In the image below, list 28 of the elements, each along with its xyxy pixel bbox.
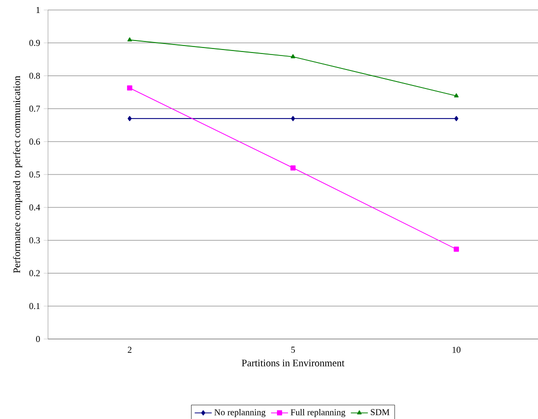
point xyxy=(127,85,132,91)
point xyxy=(290,165,296,171)
point xyxy=(454,93,459,98)
x-tick-label: 5 xyxy=(291,346,295,353)
y-tick-label: 0.1 xyxy=(29,303,40,310)
point xyxy=(127,37,132,42)
y-tick-label: 0.5 xyxy=(29,171,40,178)
y-tick-label: 0 xyxy=(36,336,40,342)
legend-label: SDM xyxy=(370,409,390,416)
y-tick-label: 1 xyxy=(36,7,40,13)
point xyxy=(290,54,296,58)
y-tick-label: 0.4 xyxy=(29,204,40,210)
x-axis-title: Partitions in Environment xyxy=(242,360,344,366)
point xyxy=(128,116,132,122)
y-tick-label: 0.3 xyxy=(29,237,40,244)
y-tick-label: 0.8 xyxy=(29,72,40,79)
y-tick-label: 0.2 xyxy=(29,270,40,276)
point xyxy=(454,116,458,122)
point xyxy=(454,246,459,252)
point xyxy=(290,116,296,122)
legend-label: Full replanning xyxy=(290,408,346,418)
y-tick-label: 0.7 xyxy=(29,106,40,112)
legend-label: No replanning xyxy=(214,408,266,418)
y-tick-label: 0.9 xyxy=(29,40,40,46)
y-axis-title: Performance compared to perfect communication xyxy=(13,76,22,273)
x-tick-label: 2 xyxy=(128,346,132,353)
x-tick-label: 10 xyxy=(452,346,460,353)
y-tick-label: 0.6 xyxy=(29,138,40,145)
